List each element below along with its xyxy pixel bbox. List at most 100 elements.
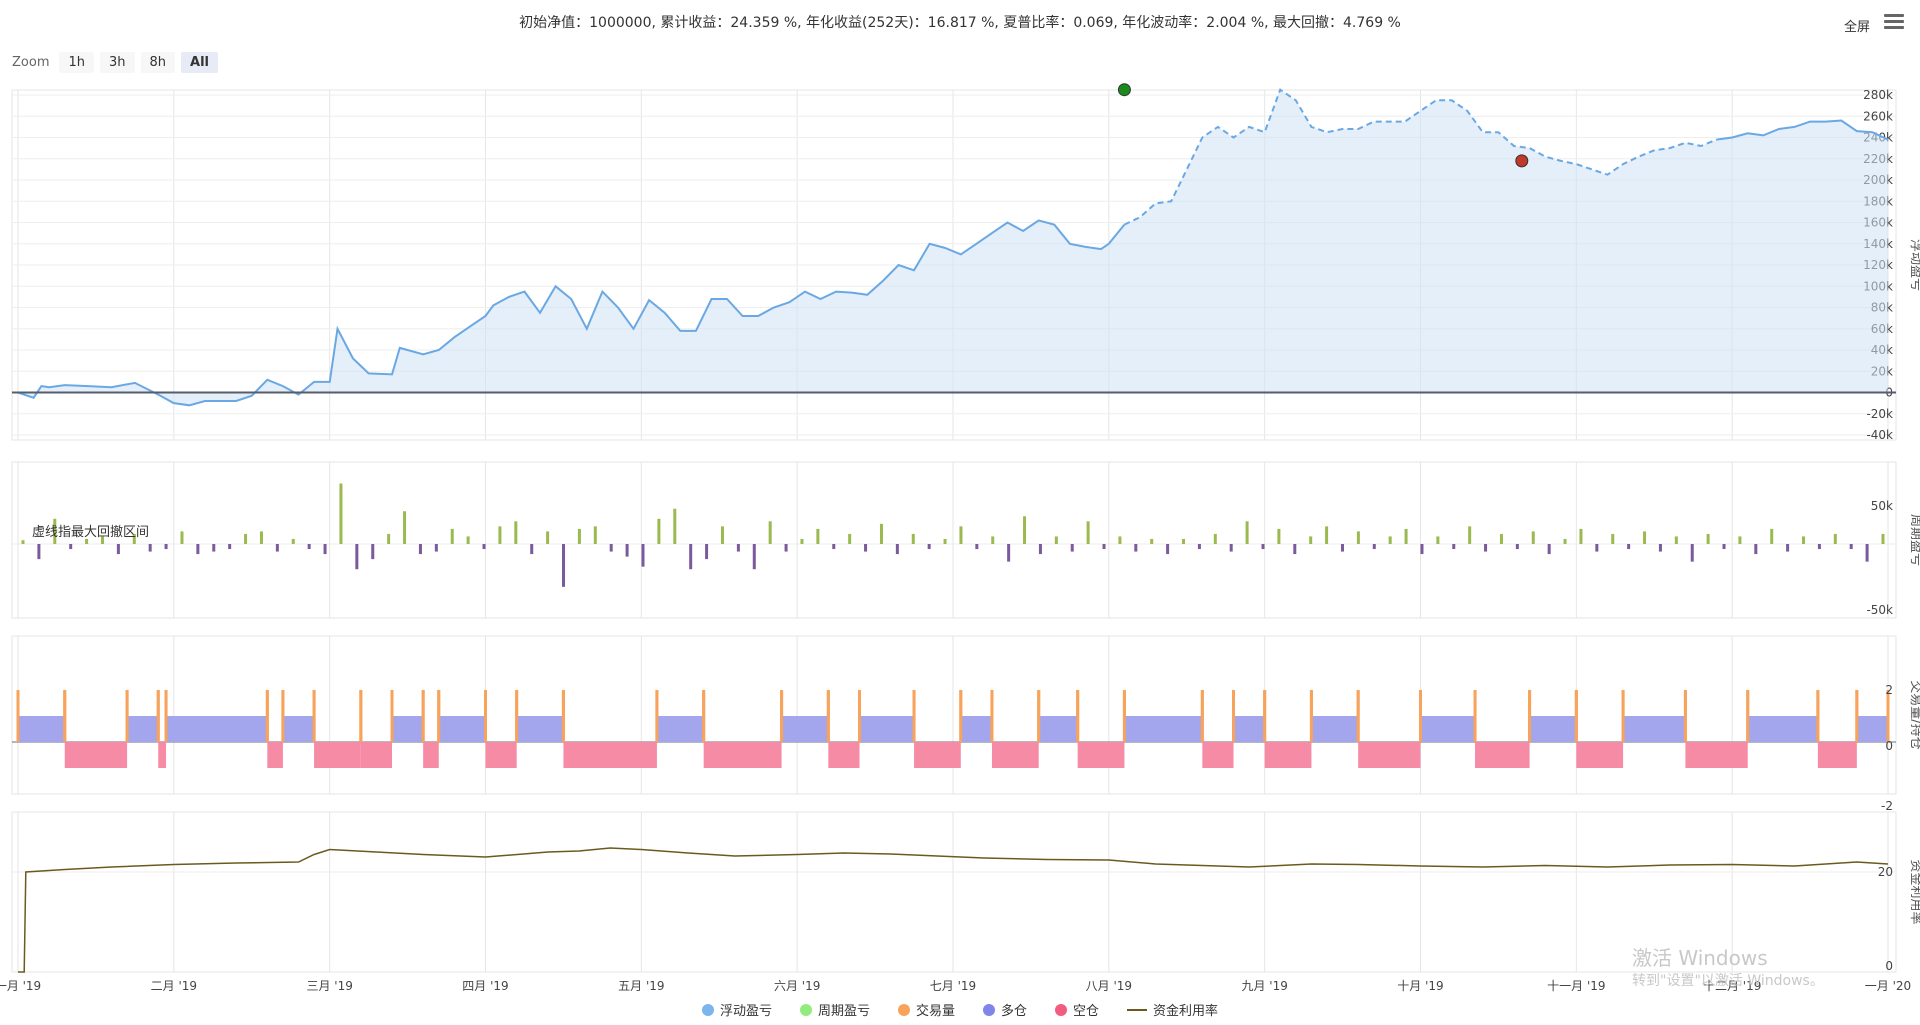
period-pnl-bar [752,544,756,570]
period-pnl-bar [291,538,295,544]
period-pnl-bar [1213,533,1217,544]
period-pnl-bar [1325,526,1329,544]
period-pnl-bar [21,540,25,544]
period-pnl-bar [1134,544,1138,552]
legend-item[interactable]: 交易量 [897,1000,955,1019]
period-pnl-bar [1182,538,1186,544]
short-position-bar [828,742,860,768]
zoom-3h-button[interactable]: 3h [100,52,135,73]
x-tick-label: 十一月 '19 [1547,979,1605,993]
period-pnl-bar [848,533,852,544]
period-pnl-bar [593,526,597,544]
period-pnl-bar [991,536,995,544]
period-pnl-bar [816,528,820,544]
short-position-bar [1264,742,1312,768]
period-pnl-bar [1404,528,1408,544]
short-position-bar [703,742,782,768]
legend-item[interactable]: 空仓 [1055,1000,1099,1019]
period-pnl-bar [1007,544,1011,562]
period-pnl-bar [1197,544,1201,550]
legend-item[interactable]: 浮动盈亏 [701,1000,772,1019]
y-tick-label: -20k [1866,407,1893,421]
y-tick-label: 50k [1871,499,1893,513]
long-position-bar [781,716,829,742]
zoom-1h-button[interactable]: 1h [59,52,94,73]
period-pnl-bar [1086,521,1090,544]
period-pnl-bar [180,531,184,544]
period-pnl-bar [69,544,73,550]
x-tick-label: 五月 '19 [618,979,664,993]
legend-item[interactable]: 多仓 [983,1000,1027,1019]
period-pnl-bar [1277,528,1281,544]
x-tick-label: 六月 '19 [774,979,820,993]
period-pnl-bar [943,538,947,544]
period-pnl-bar [1372,544,1376,550]
zoom-all-button[interactable]: All [181,52,219,73]
short-position-bar [1685,742,1748,768]
fullscreen-button[interactable]: 全屏 [1844,20,1871,35]
period-pnl-bar [259,531,263,544]
performance-summary: 初始净值：1000000, 累计收益：24.359 %, 年化收益(252天)：… [519,15,1401,31]
y-tick-label: 260k [1863,109,1893,123]
position-axis-title: 交易量/持仓 [1908,680,1920,749]
period-pnl-bar [1118,536,1122,544]
short-position-bar [1077,742,1125,768]
x-tick-label: 一月 '20 [1865,979,1911,993]
legend-swatch-icon [701,1003,714,1016]
period-pnl-bar [879,523,883,544]
pane-frame [11,811,1897,973]
period-pnl-bar [1229,544,1233,552]
long-position-bar [438,716,486,742]
short-position-bar [360,742,392,768]
period-pnl-bar [641,544,645,567]
period-pnl-bar [482,544,486,550]
hamburger-menu-icon[interactable] [1884,14,1904,30]
period-pnl-bar [1817,544,1821,550]
legend-item[interactable]: 周期盈亏 [799,1000,870,1019]
period-pnl-bar [1420,544,1424,555]
drawdown-annotation: 虚线指最大回撤区间 [32,524,149,540]
zoom-8h-button[interactable]: 8h [140,52,176,73]
long-position-bar [1311,716,1359,742]
pnl-line [17,219,1126,407]
zoom-selector: Zoom 1h 3h 8h All [12,52,219,73]
pnl-line [1716,119,1889,141]
long-position-bar [18,716,65,742]
legend: 浮动盈亏 周期盈亏 交易量 多仓 空仓 资金利用率 [0,1000,1920,1019]
period-pnl-bar [498,526,502,544]
period-pnl-bar [1738,536,1742,544]
y-tick-label: 280k [1863,88,1893,102]
long-position-bar [1747,716,1818,742]
period-pnl-bar [323,544,327,555]
period-pnl-bar [577,528,581,544]
y-tick-label: 0 [1885,739,1893,753]
legend-label: 浮动盈亏 [719,1004,772,1019]
period-pnl-bar [625,544,629,557]
period-pnl-bar [307,544,311,550]
long-position-bar [960,716,992,742]
long-position-bar [859,716,915,742]
backtest-chart: -40k-20k020k40k60k80k100k120k140k160k180… [0,83,1920,993]
period-pnl-bar [959,526,963,544]
legend-item[interactable]: 资金利用率 [1127,1000,1218,1019]
pnl-axis-title: 浮动盈亏 [1908,239,1920,291]
legend-label: 空仓 [1073,1004,1100,1019]
period-pnl-bar [1770,528,1774,544]
short-position-bar [485,742,517,768]
y-tick-label: -40k [1866,428,1893,442]
period-pnl-bar [1038,544,1042,555]
long-position-bar [1529,716,1577,742]
short-position-bar [158,742,167,768]
period-pnl-bar [1293,544,1297,555]
period-pnl-bar [1356,531,1360,544]
period-pnl-bar [864,544,868,552]
period-pnl-bar [434,544,438,552]
pnl-area [18,89,1888,406]
long-position-bar [516,716,564,742]
period-pnl-bar [927,544,931,550]
period-pnl-bar [1579,528,1583,544]
x-tick-label: 八月 '19 [1086,979,1132,993]
legend-swatch-icon [1127,1008,1148,1011]
legend-label: 多仓 [1001,1004,1028,1019]
short-position-bar [64,742,128,768]
